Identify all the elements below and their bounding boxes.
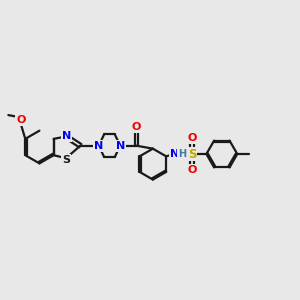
Text: H: H xyxy=(178,149,186,159)
Text: S: S xyxy=(188,148,197,160)
Text: N: N xyxy=(116,141,125,151)
Text: O: O xyxy=(188,165,197,176)
Text: N: N xyxy=(94,141,104,151)
Text: O: O xyxy=(132,122,141,132)
Text: O: O xyxy=(16,115,26,125)
Text: N: N xyxy=(62,131,71,141)
Text: N: N xyxy=(169,149,179,159)
Text: O: O xyxy=(188,133,197,143)
Text: S: S xyxy=(62,155,70,165)
